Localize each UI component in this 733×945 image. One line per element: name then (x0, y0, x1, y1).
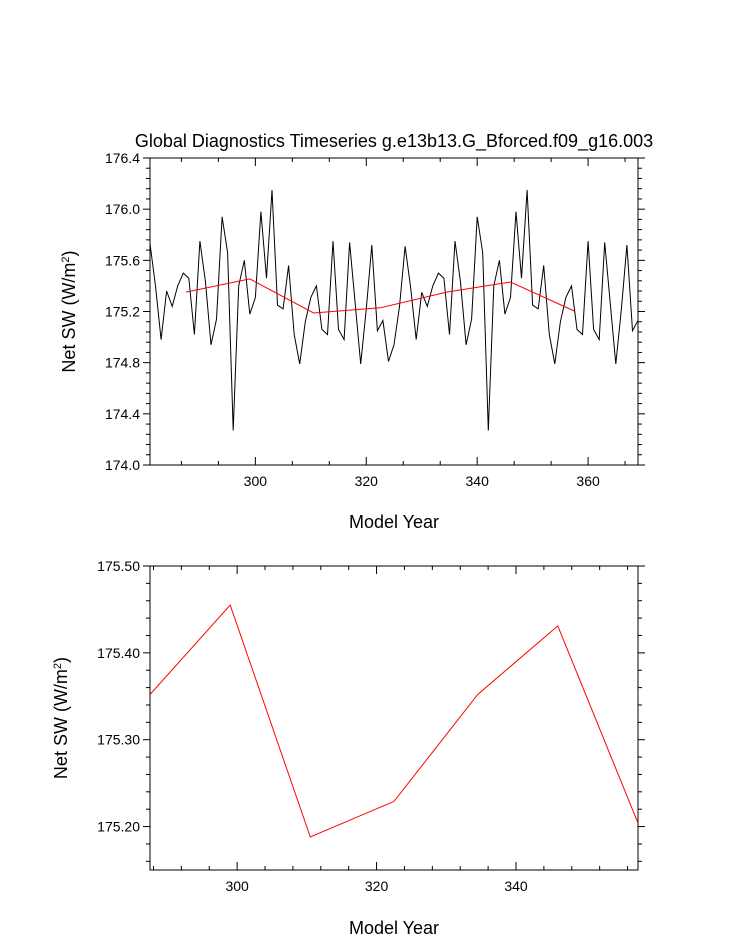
y-tick-label: 176.0 (105, 201, 140, 217)
y-tick-label: 175.40 (97, 645, 140, 661)
x-tick-label: 320 (355, 473, 379, 489)
y-tick-label: 175.2 (105, 304, 140, 320)
y-tick-label: 174.4 (105, 406, 140, 422)
chart-title: Global Diagnostics Timeseries g.e13b13.G… (135, 131, 653, 152)
y-axis-label-main: Net SW (W/m (51, 669, 71, 779)
trend-panel: 300 320 340 175.20 175.30 175.40 175.50 Model Y… (51, 558, 645, 938)
x-tick-label: 340 (466, 473, 490, 489)
x-axis-label: Model Year (349, 512, 439, 532)
y-tick-label: 175.50 (97, 558, 140, 574)
y-tick-label: 176.4 (105, 150, 140, 166)
y-axis-label-main: Net SW (W/m (59, 263, 79, 373)
series-annual-line (150, 189, 638, 431)
y-axis-label-superscript: 2 (52, 663, 64, 669)
y-tick-label: 175.30 (97, 732, 140, 748)
series-trend-line (150, 604, 638, 838)
x-tick-label: 340 (504, 878, 528, 894)
y-axis-label: Net SW (W/m2) (59, 250, 79, 372)
y-tick-label: 174.0 (105, 457, 140, 473)
x-tick-label: 300 (244, 473, 268, 489)
x-tick-label: 300 (225, 878, 249, 894)
y-axis-label-superscript: 2 (60, 256, 72, 262)
y-tick-label: 175.6 (105, 252, 140, 268)
timeseries-panel: Global Diagnostics Timeseries g.e13b13.G… (59, 131, 653, 532)
x-tick-label: 320 (365, 878, 389, 894)
plot-frame (149, 157, 639, 466)
y-axis-label: Net SW (W/m2) (51, 657, 71, 779)
x-tick-label: 360 (576, 473, 600, 489)
y-axis-label-close: ) (51, 657, 71, 663)
x-axis-label: Model Year (349, 918, 439, 938)
plot-frame (149, 565, 639, 871)
series-trend-line (185, 278, 575, 314)
y-tick-label: 174.8 (105, 355, 140, 371)
y-axis-label-close: ) (59, 250, 79, 256)
y-tick-label: 175.20 (97, 819, 140, 835)
